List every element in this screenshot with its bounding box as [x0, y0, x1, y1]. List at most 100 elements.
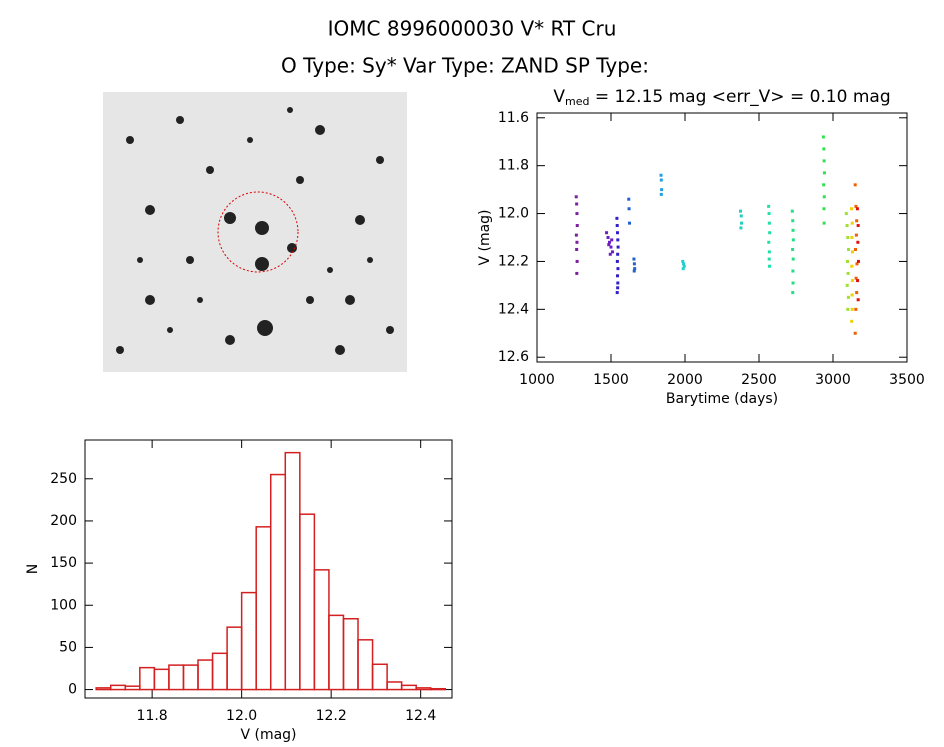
bar	[153, 668, 170, 691]
point	[616, 252, 620, 256]
point	[615, 216, 619, 220]
point	[628, 221, 631, 225]
point	[627, 207, 631, 211]
point	[822, 159, 826, 163]
point	[846, 307, 850, 311]
bar	[357, 639, 374, 691]
bar	[386, 681, 403, 691]
point	[844, 212, 848, 216]
point	[605, 231, 609, 235]
point	[855, 207, 859, 211]
point	[856, 279, 860, 283]
y-tick-label: 100	[50, 597, 77, 613]
point	[632, 269, 636, 273]
point	[851, 250, 855, 254]
point	[853, 331, 857, 335]
y-tick-label: 11.6	[498, 110, 529, 126]
y-axis-label: V (mag)	[477, 209, 493, 265]
point	[740, 221, 744, 225]
point	[633, 267, 637, 271]
x-tick-label: 1000	[519, 372, 555, 388]
point	[607, 243, 611, 247]
point	[822, 195, 826, 199]
bar	[168, 664, 185, 691]
point	[821, 135, 825, 139]
point	[659, 173, 663, 177]
x-tick-label: 12.0	[226, 708, 257, 724]
point	[616, 245, 620, 249]
bar	[197, 659, 214, 691]
point	[853, 247, 857, 251]
title-rest: = 12.15 mag <err_V> = 0.10 mag	[589, 87, 890, 107]
bar	[371, 663, 388, 691]
y-tick-label: 12.2	[498, 253, 529, 269]
point	[854, 233, 858, 237]
point	[739, 209, 742, 213]
y-tick-label: 12.0	[498, 206, 529, 222]
page-title: IOMC 8996000030 V* RT Cru	[328, 17, 617, 41]
point	[616, 286, 620, 290]
bar	[226, 626, 243, 691]
point	[791, 247, 795, 251]
y-tick-label: 200	[50, 513, 77, 529]
point	[854, 307, 858, 311]
page-subtitle: O Type: Sy* Var Type: ZAND SP Type:	[281, 54, 649, 78]
x-axis-label: V (mag)	[240, 727, 296, 743]
point	[616, 281, 620, 285]
bar	[269, 473, 287, 691]
bar	[109, 684, 127, 691]
point	[790, 209, 794, 213]
x-tick-label: 12.2	[316, 708, 347, 724]
point	[575, 202, 579, 206]
point	[855, 262, 859, 266]
y-tick-label: 250	[50, 471, 77, 487]
star-image	[103, 92, 407, 372]
point	[767, 240, 771, 244]
y-tick-label: 150	[50, 555, 77, 571]
point	[659, 192, 663, 196]
point	[616, 231, 620, 235]
point	[659, 178, 663, 182]
point	[822, 171, 826, 175]
point	[791, 219, 795, 223]
point	[768, 231, 772, 235]
aperture-circle	[217, 191, 299, 273]
bar	[95, 687, 112, 691]
bar	[182, 664, 199, 691]
bar	[255, 526, 272, 691]
point	[791, 291, 795, 295]
point	[850, 307, 854, 311]
point	[846, 259, 850, 263]
x-tick-label: 2500	[741, 372, 777, 388]
point	[850, 319, 854, 323]
x-tick-label: 3000	[815, 372, 851, 388]
point	[850, 236, 854, 239]
point	[575, 259, 579, 263]
y-tick-label: 12.6	[498, 349, 529, 365]
bar	[211, 652, 228, 691]
y-axis-label: N	[25, 564, 41, 574]
point	[767, 257, 771, 261]
point	[850, 264, 854, 268]
point	[822, 147, 826, 151]
plot-frame	[84, 439, 453, 699]
point	[574, 233, 578, 237]
point	[822, 207, 826, 211]
point	[767, 204, 771, 208]
point	[850, 279, 854, 283]
stars	[116, 107, 394, 355]
point	[615, 291, 619, 295]
point	[845, 283, 849, 287]
point	[767, 212, 771, 216]
y-tick-label: 12.4	[498, 301, 529, 317]
bar	[342, 617, 359, 691]
bar	[415, 687, 432, 691]
point	[856, 224, 860, 228]
point	[856, 259, 860, 263]
point	[606, 236, 610, 239]
point	[791, 238, 795, 242]
point	[739, 214, 743, 218]
bar	[400, 684, 417, 691]
x-tick-label: 2000	[667, 372, 703, 388]
